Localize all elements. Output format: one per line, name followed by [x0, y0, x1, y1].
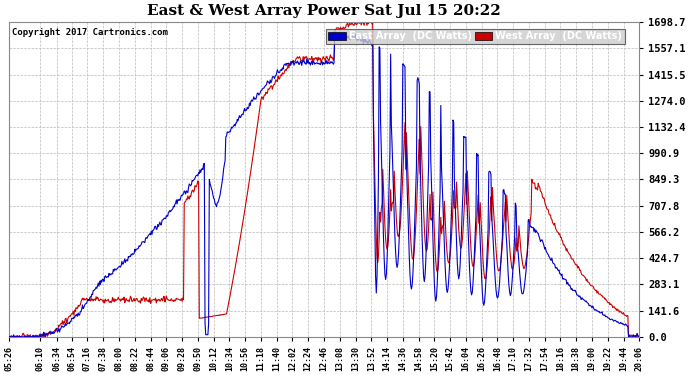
- Text: Copyright 2017 Cartronics.com: Copyright 2017 Cartronics.com: [12, 28, 168, 38]
- Legend: East Array  (DC Watts), West Array  (DC Watts): East Array (DC Watts), West Array (DC Wa…: [326, 28, 625, 44]
- Title: East & West Array Power Sat Jul 15 20:22: East & West Array Power Sat Jul 15 20:22: [147, 4, 501, 18]
